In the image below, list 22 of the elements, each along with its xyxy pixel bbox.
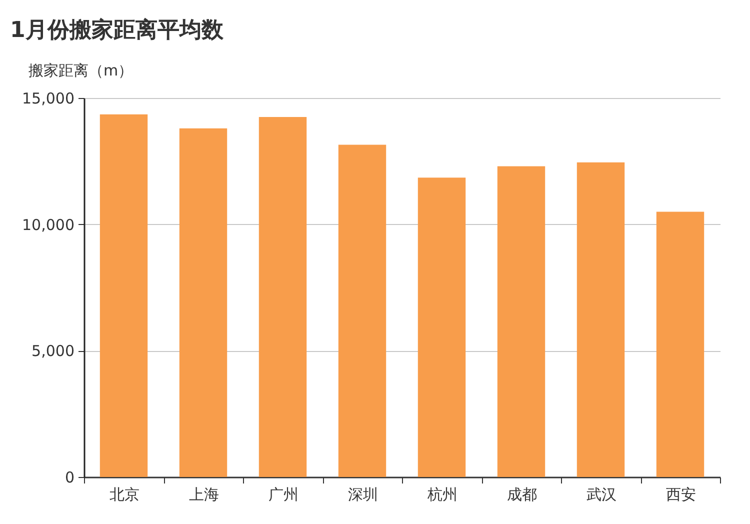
bar xyxy=(338,144,386,477)
y-tick-label: 5,000 xyxy=(32,342,74,360)
bar xyxy=(100,114,148,477)
x-tick-label: 北京 xyxy=(109,486,140,504)
x-tick-label: 杭州 xyxy=(426,486,458,504)
chart-title: 1月份搬家距离平均数 xyxy=(10,17,224,43)
bar xyxy=(418,178,466,477)
y-tick-label: 0 xyxy=(64,468,74,486)
x-tick-label: 广州 xyxy=(268,486,298,504)
y-tick-label: 15,000 xyxy=(22,90,74,108)
x-tick-label: 成都 xyxy=(506,486,537,504)
x-tick-label: 深圳 xyxy=(348,486,378,504)
x-tick-label: 武汉 xyxy=(586,486,616,504)
x-tick-label: 上海 xyxy=(188,486,219,504)
bar xyxy=(258,116,307,477)
x-tick-label: 西安 xyxy=(666,486,696,504)
y-tick-label: 10,000 xyxy=(22,216,74,234)
bar xyxy=(179,128,228,477)
bar xyxy=(497,166,546,477)
bar xyxy=(656,212,704,477)
bar xyxy=(576,162,625,477)
y-axis-title: 搬家距离（m） xyxy=(28,62,134,80)
